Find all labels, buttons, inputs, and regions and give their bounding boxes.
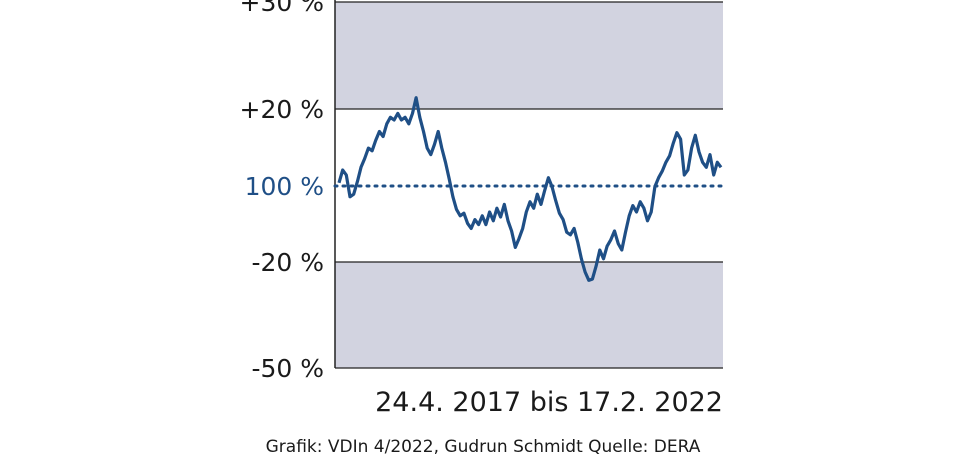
y-tick-labels: +30 % +20 % 100 % -20 % -50 %: [240, 0, 324, 383]
y-tick-label-0: +30 %: [240, 0, 324, 17]
shaded-band-0: [335, 2, 723, 109]
series-line: [337, 96, 723, 282]
y-tick-label-4: -50 %: [251, 354, 324, 383]
y-tick-label-3: -20 %: [251, 248, 324, 277]
x-range-label: 24.4. 2017 bis 17.2. 2022: [375, 387, 723, 418]
gridlines: [335, 1, 723, 369]
y-tick-label-1: +20 %: [240, 95, 324, 124]
y-tick-label-2: 100 %: [245, 172, 324, 201]
shaded-band-1: [335, 262, 723, 368]
source-caption: Grafik: VDIn 4/2022, Gudrun Schmidt Quel…: [266, 437, 701, 457]
shaded-bands: [335, 2, 723, 368]
